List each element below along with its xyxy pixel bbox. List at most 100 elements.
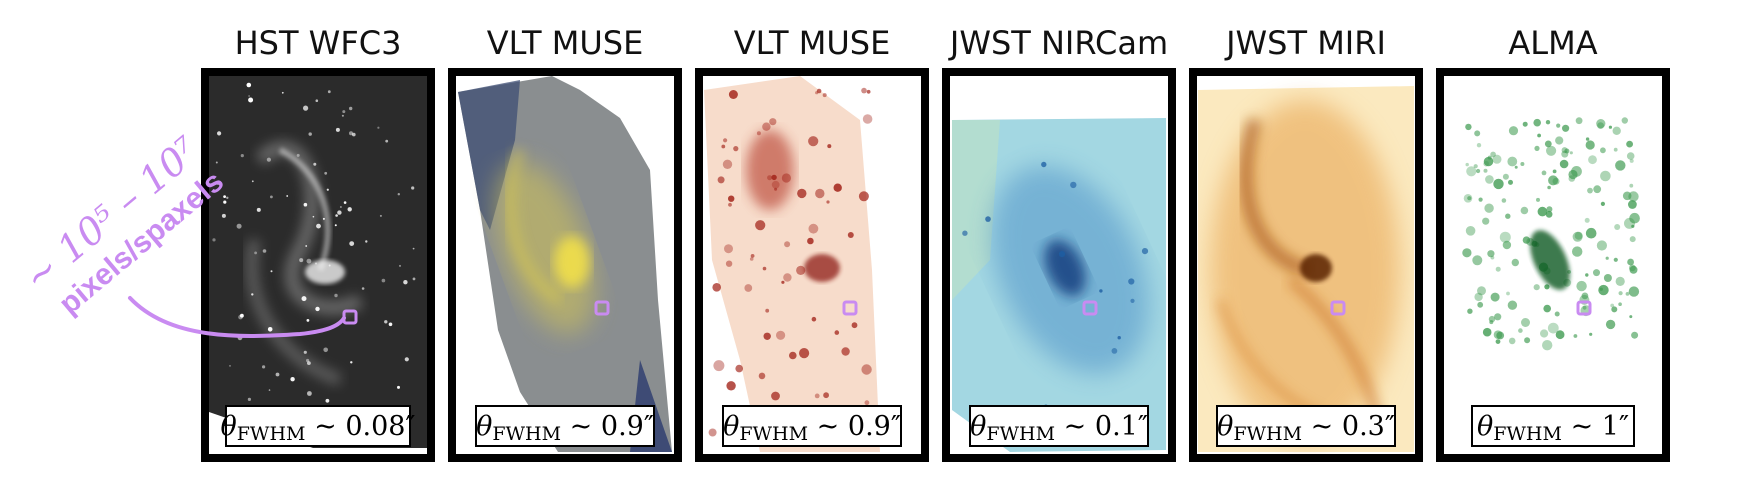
texture-dot <box>771 391 780 401</box>
texture-dot <box>866 89 871 94</box>
texture-dot <box>1608 125 1612 129</box>
texture-dot <box>1540 329 1549 338</box>
texture-dot <box>728 195 735 202</box>
texture-dot <box>985 216 991 222</box>
texture-dot <box>1599 287 1603 291</box>
texture-dot <box>1593 185 1602 194</box>
texture-dot <box>1618 291 1623 296</box>
miri-panel-frame <box>1189 68 1423 462</box>
texture-dot <box>1626 140 1633 148</box>
texture-dot <box>342 110 346 114</box>
texture-dot <box>215 161 218 164</box>
texture-dot <box>1462 248 1472 258</box>
texture-dot <box>1493 178 1504 190</box>
texture-dot <box>1585 140 1595 150</box>
muse2-resolution-label: θFWHM ~ 0.9″ <box>723 411 901 445</box>
texture-dot <box>1572 231 1583 242</box>
texture-dot <box>712 283 721 292</box>
texture-dot <box>1507 300 1518 310</box>
texture-dot <box>962 230 968 236</box>
texture-dot <box>1571 166 1582 177</box>
texture-dot <box>1611 306 1618 313</box>
texture-dot <box>767 175 773 181</box>
panel-alma: θFWHM ~ 1″ <box>1436 68 1670 462</box>
hst-star-field <box>212 82 416 403</box>
panel-title-jwst-miri: JWST MIRI <box>1224 24 1386 62</box>
texture-dot <box>1483 168 1488 173</box>
texture-dot <box>403 280 408 285</box>
texture-dot <box>1585 227 1597 239</box>
texture-dot <box>1472 255 1483 266</box>
texture-dot <box>822 93 827 98</box>
pixel-markers <box>342 300 1592 325</box>
texture-dot <box>755 220 766 231</box>
pixel-marker-alma <box>1576 300 1592 316</box>
texture-dot <box>1489 320 1494 325</box>
texture-dot <box>350 361 353 364</box>
texture-dot <box>1484 203 1494 213</box>
texture-dot <box>762 122 771 131</box>
texture-dot <box>379 214 382 217</box>
texture-dot <box>1562 124 1570 132</box>
pixel-pointer-curve <box>128 296 346 338</box>
texture-dot <box>381 278 386 283</box>
texture-dot <box>1533 118 1541 127</box>
texture-dot <box>1467 308 1473 314</box>
texture-dot <box>307 361 311 365</box>
panel-vlt-muse-red: θFWHM ~ 0.9″ <box>695 68 929 462</box>
texture-dot <box>1487 250 1495 258</box>
texture-dot <box>377 126 380 129</box>
texture-dot <box>1627 258 1634 266</box>
texture-dot <box>212 238 216 242</box>
texture-dot <box>728 202 732 207</box>
texture-dot <box>1476 143 1482 148</box>
texture-dot <box>1605 256 1609 260</box>
hst-panel-frame <box>201 68 435 462</box>
texture-dot <box>323 347 329 353</box>
pixel-marker-miri <box>1330 300 1346 316</box>
texture-dot <box>1573 334 1578 338</box>
texture-dot <box>349 131 353 136</box>
texture-dot <box>1536 197 1540 202</box>
texture-dot <box>1598 284 1609 296</box>
texture-dot <box>735 364 743 373</box>
texture-dot <box>1631 331 1639 339</box>
miri-resolution-label: θFWHM ~ 0.3″ <box>1217 411 1395 445</box>
alma-resolution-box <box>1471 405 1635 447</box>
texture-dot <box>236 223 242 229</box>
texture-dot <box>1552 169 1557 174</box>
texture-dot <box>1610 303 1615 308</box>
texture-dot <box>1600 147 1606 154</box>
texture-dot <box>384 320 388 324</box>
muse1-resolution-box <box>475 405 655 447</box>
pixel-marker-muse1 <box>594 300 610 316</box>
texture-dot <box>1625 292 1630 296</box>
texture-dot <box>1545 210 1553 218</box>
texture-dot <box>1629 158 1634 163</box>
texture-dot <box>1615 276 1625 286</box>
texture-dot <box>826 200 830 204</box>
texture-dot <box>1522 121 1528 127</box>
texture-dot <box>1555 136 1564 145</box>
texture-dot <box>1141 248 1149 255</box>
texture-dot <box>1117 336 1121 340</box>
texture-dot <box>240 154 244 158</box>
texture-dot <box>1467 196 1472 201</box>
texture-dot <box>1099 289 1103 293</box>
texture-dot <box>306 319 310 322</box>
texture-dot <box>1494 313 1502 321</box>
texture-dot <box>816 88 822 94</box>
texture-dot <box>864 400 870 406</box>
texture-dot <box>397 385 400 389</box>
texture-dot <box>823 392 829 399</box>
texture-dot <box>1502 240 1512 250</box>
texture-dot <box>349 106 353 111</box>
texture-dot <box>783 273 792 282</box>
texture-dot <box>1559 159 1569 169</box>
texture-dot <box>1624 217 1635 229</box>
texture-dot <box>1621 117 1629 124</box>
texture-dot <box>1582 305 1587 310</box>
miri-resolution-box <box>1216 405 1396 447</box>
texture-dot <box>1546 145 1557 156</box>
texture-dot <box>1628 286 1640 297</box>
